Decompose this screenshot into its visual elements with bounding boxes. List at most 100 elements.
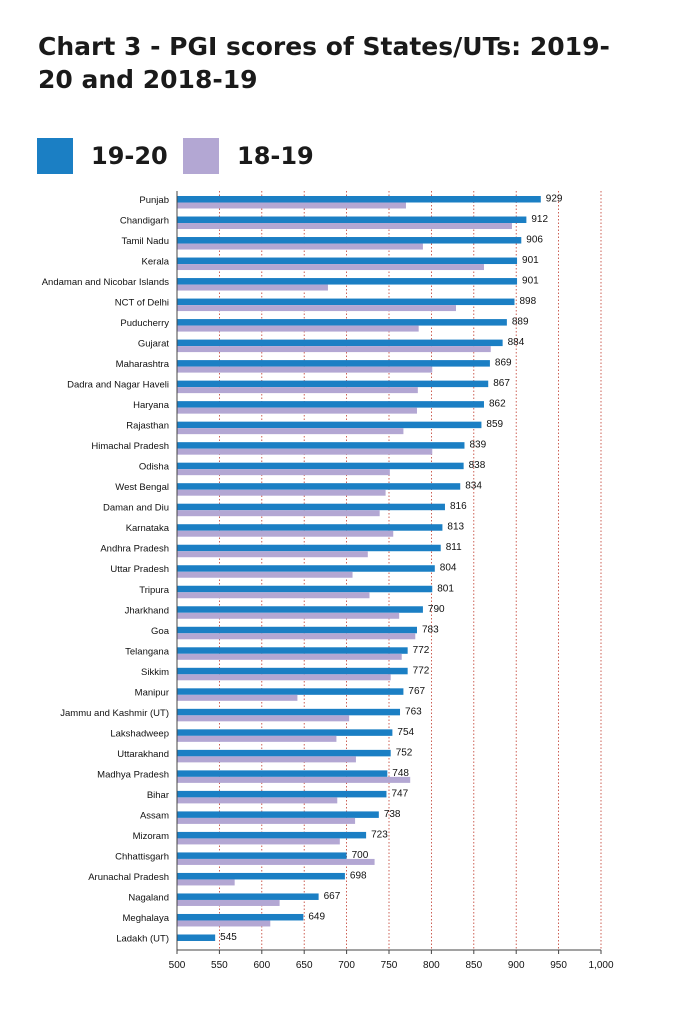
bar-19-20 xyxy=(177,483,461,490)
tick-label: 700 xyxy=(338,960,355,971)
category-label: Andaman and Nicobar Islands xyxy=(42,277,170,288)
bar-19-20 xyxy=(177,544,441,552)
category-label: Meghalaya xyxy=(123,913,170,924)
bar-19-20 xyxy=(177,360,490,367)
value-label: 838 xyxy=(469,460,486,471)
value-label: 901 xyxy=(522,276,539,287)
bar-19-20 xyxy=(177,811,379,818)
category-label: Kerala xyxy=(142,257,170,268)
bar-18-19 xyxy=(177,346,491,353)
bar-19-20 xyxy=(177,339,503,347)
category-label: Haryana xyxy=(133,400,170,411)
category-label: Chhattisgarh xyxy=(115,851,169,862)
category-label: Nagaland xyxy=(128,892,169,903)
category-label: Andhra Pradesh xyxy=(100,544,169,555)
bar-19-20 xyxy=(177,770,388,777)
value-label: 763 xyxy=(405,706,422,717)
category-label: Uttar Pradesh xyxy=(110,564,169,575)
tick-label: 500 xyxy=(169,960,186,971)
category-label: Odisha xyxy=(139,462,170,473)
value-label: 790 xyxy=(428,604,445,615)
value-label: 723 xyxy=(371,829,388,840)
value-label: 834 xyxy=(465,481,482,492)
tick-label: 950 xyxy=(550,960,567,971)
bar-18-19 xyxy=(177,776,411,783)
legend-item-19-20: 19-20 xyxy=(37,136,168,176)
bar-18-19 xyxy=(177,817,356,824)
value-label: 813 xyxy=(447,522,464,533)
bar-18-19 xyxy=(177,223,512,230)
category-label: Mizoram xyxy=(133,831,170,842)
value-label: 929 xyxy=(546,194,563,205)
category-label: Tripura xyxy=(139,585,169,596)
category-label: Himachal Pradesh xyxy=(91,441,169,452)
category-label: Maharashtra xyxy=(116,359,170,370)
legend-label-19-20: 19-20 xyxy=(91,142,168,170)
bar-19-20 xyxy=(177,196,541,203)
value-label: 912 xyxy=(531,214,548,225)
category-label: Uttarakhand xyxy=(117,749,169,760)
tick-label: 550 xyxy=(211,960,228,971)
bar-19-20 xyxy=(177,667,408,675)
tick-label: 650 xyxy=(296,960,313,971)
bar-18-19 xyxy=(177,489,386,496)
bar-18-19 xyxy=(177,633,416,640)
category-label: Dadra and Nagar Haveli xyxy=(67,380,169,391)
bar-18-19 xyxy=(177,858,375,865)
category-label: Karnataka xyxy=(126,523,170,534)
value-label: 889 xyxy=(512,317,529,328)
bar-18-19 xyxy=(177,325,419,332)
bar-18-19 xyxy=(177,407,417,414)
bar-19-20 xyxy=(177,729,393,736)
bar-19-20 xyxy=(177,852,347,859)
bar-18-19 xyxy=(177,428,404,435)
bar-19-20 xyxy=(177,585,433,593)
legend-swatch-18-19 xyxy=(183,138,219,174)
legend-label-18-19: 18-19 xyxy=(237,142,314,170)
bar-19-20 xyxy=(177,565,435,572)
category-label: Punjab xyxy=(139,195,169,206)
bar-19-20 xyxy=(177,872,345,880)
value-label: 867 xyxy=(493,378,510,389)
bar-18-19 xyxy=(177,879,235,886)
category-label: Tamil Nadu xyxy=(121,236,169,247)
value-label: 859 xyxy=(486,419,503,430)
value-label: 772 xyxy=(413,645,430,656)
value-label: 839 xyxy=(469,440,486,451)
bar-19-20 xyxy=(177,893,319,900)
category-label: Puducherry xyxy=(120,318,169,329)
category-label: Jammu and Kashmir (UT) xyxy=(60,708,169,719)
bar-18-19 xyxy=(177,387,418,394)
bar-18-19 xyxy=(177,899,280,906)
value-label: 667 xyxy=(324,891,341,902)
bar-18-19 xyxy=(177,530,394,537)
bar-18-19 xyxy=(177,694,298,701)
tick-label: 850 xyxy=(465,960,482,971)
bar-19-20 xyxy=(177,708,401,716)
bar-19-20 xyxy=(177,319,507,326)
category-label: Lakshadweep xyxy=(110,728,169,739)
value-label: 698 xyxy=(350,870,367,881)
bar-19-20 xyxy=(177,647,408,654)
bar-18-19 xyxy=(177,510,380,517)
value-label: 783 xyxy=(422,624,439,635)
bar-18-19 xyxy=(177,612,400,619)
bar-19-20 xyxy=(177,462,464,470)
bar-18-19 xyxy=(177,838,340,845)
bar-18-19 xyxy=(177,202,406,209)
bar-18-19 xyxy=(177,797,338,804)
value-label: 816 xyxy=(450,501,467,512)
category-label: Manipur xyxy=(135,687,169,698)
bar-19-20 xyxy=(177,401,484,408)
value-label: 804 xyxy=(440,563,457,574)
value-label: 545 xyxy=(220,932,237,943)
bar-19-20 xyxy=(177,790,387,798)
value-label: 901 xyxy=(522,255,539,266)
value-label: 747 xyxy=(391,788,408,799)
value-label: 754 xyxy=(397,727,414,738)
value-label: 811 xyxy=(446,542,462,553)
bar-18-19 xyxy=(177,756,356,763)
bar-19-20 xyxy=(177,606,423,613)
value-label: 906 xyxy=(526,235,543,246)
category-label: Goa xyxy=(151,626,170,637)
